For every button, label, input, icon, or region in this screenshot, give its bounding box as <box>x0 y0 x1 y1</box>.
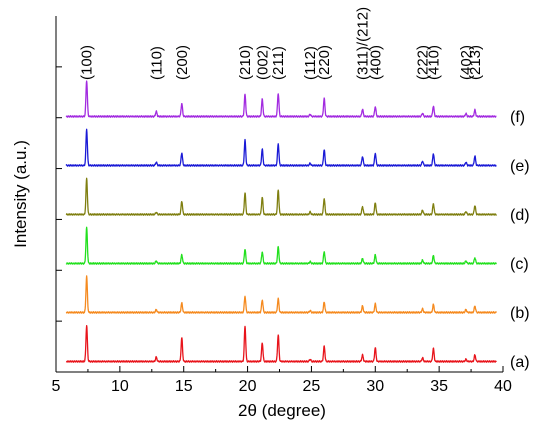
series-curve-d <box>65 177 497 216</box>
series-curve-f <box>65 80 497 118</box>
series-label: (f) <box>510 109 525 126</box>
peak-label: (220) <box>316 45 333 80</box>
peak-labels-layer: (100) (110) (200) (210) (002)(211) (112)(220)… <box>79 7 484 80</box>
peak-label: (112) <box>302 46 319 80</box>
peak-label: (410) <box>425 45 442 80</box>
series-label: (b) <box>510 305 530 322</box>
peak-label: (110) <box>148 46 165 80</box>
x-axis-title: 2θ (degree) <box>238 401 326 420</box>
x-tick-label: 5 <box>52 378 61 395</box>
x-tick-label: 15 <box>175 378 193 395</box>
y-axis-title: Intensity (a.u.) <box>11 140 30 248</box>
peak-label: (002) <box>254 45 271 80</box>
series-curve-c <box>65 226 497 265</box>
x-tick-label: 40 <box>494 378 512 395</box>
x-tick-label: 20 <box>239 378 257 395</box>
series-label: (d) <box>510 207 530 224</box>
series-curve-b <box>65 275 497 314</box>
peak-label: (213) <box>467 45 484 80</box>
series-label: (e) <box>510 158 530 175</box>
x-tick-label: 10 <box>111 378 129 395</box>
peak-label: (222) <box>415 45 432 80</box>
ticks-layer: 5 10 15 20 25 30 35 40 <box>52 66 512 395</box>
x-tick-label: 25 <box>303 378 321 395</box>
series-labels-layer: (a) (b) (c) (d) (e) (f) <box>510 109 530 371</box>
peak-label: (211) <box>270 46 287 80</box>
series-label: (c) <box>510 256 529 273</box>
curves-layer <box>65 80 497 363</box>
series-curve-e <box>65 128 497 167</box>
peak-label: (210) <box>237 45 254 80</box>
peak-label: (311)/(212) <box>355 7 372 80</box>
peak-label: (200) <box>174 45 191 80</box>
x-tick-label: 35 <box>430 378 448 395</box>
peak-label: (400) <box>367 45 384 80</box>
series-label: (a) <box>510 354 530 371</box>
series-curve-a <box>65 324 497 363</box>
peak-label: (402) <box>458 45 475 80</box>
x-tick-label: 30 <box>366 378 384 395</box>
peak-label: (100) <box>79 45 96 80</box>
